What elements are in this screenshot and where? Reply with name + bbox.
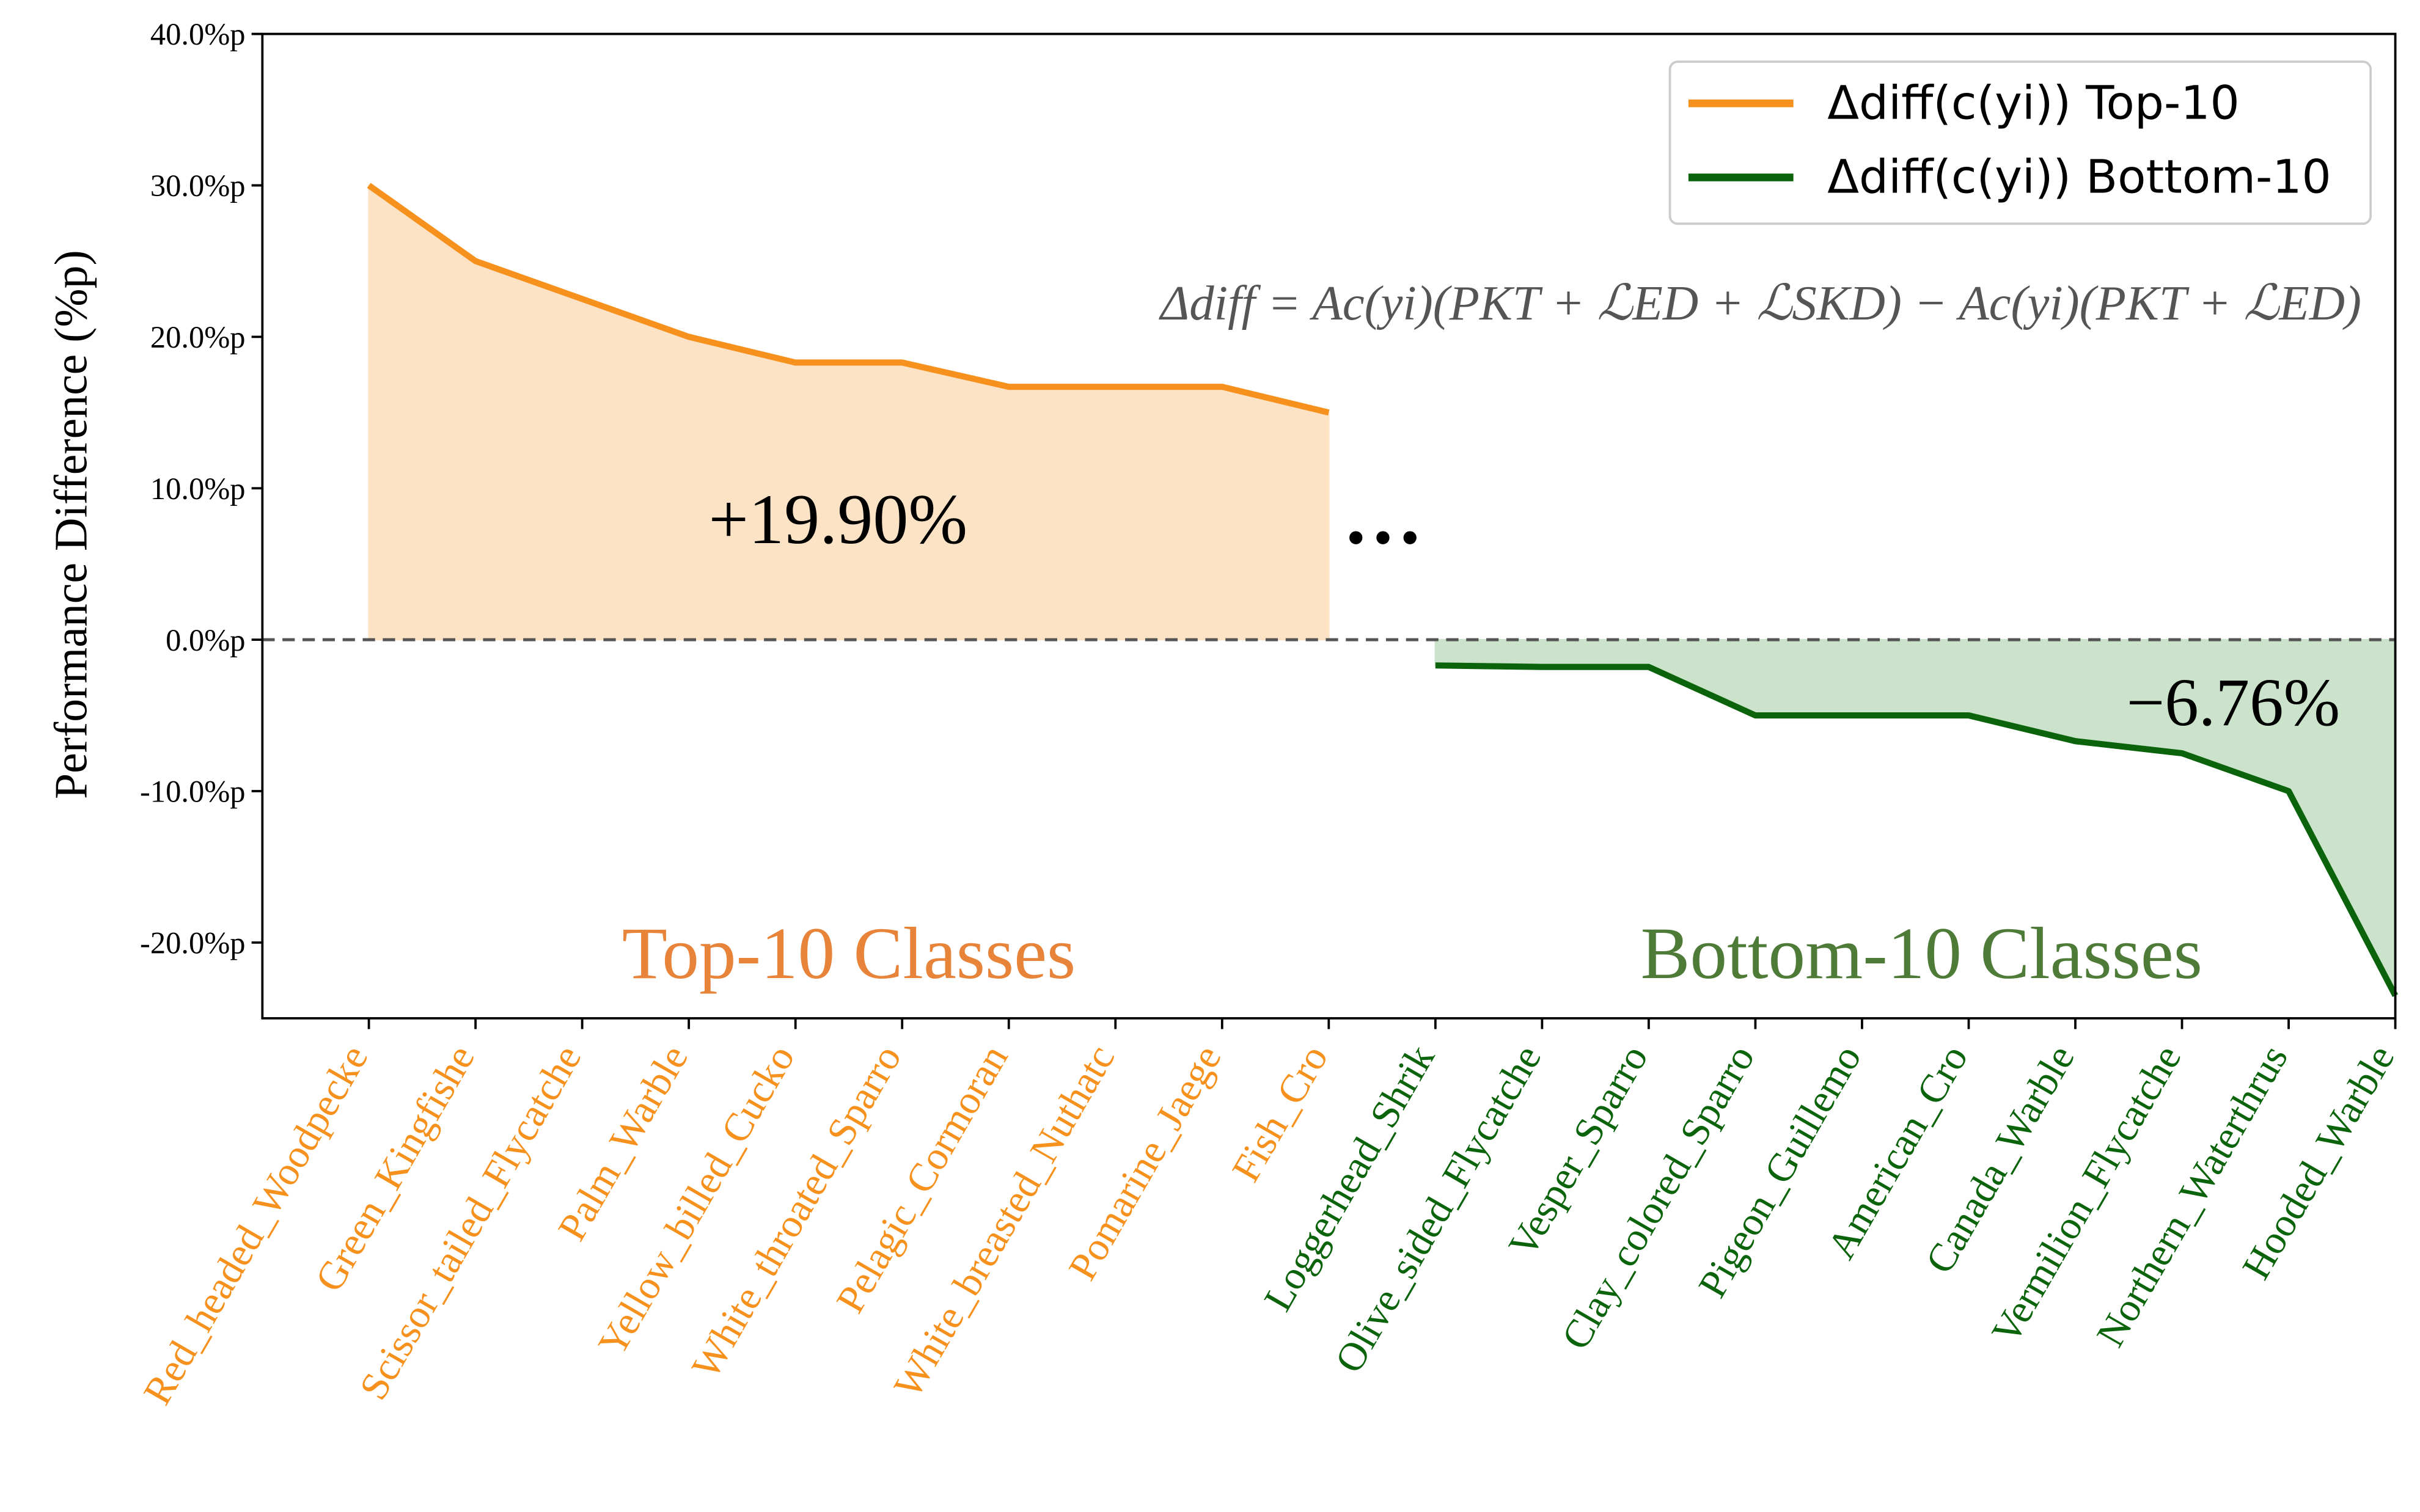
x-tick-label: Northern_Waterthrus [2088, 1037, 2297, 1354]
y-axis-label: Performance Difference (%p) [45, 250, 97, 799]
y-tick-label: 0.0%p [166, 623, 245, 657]
annotation: −6.76% [2127, 665, 2341, 740]
annotation: Top-10 Classes [622, 913, 1076, 995]
y-tick-label: -20.0%p [140, 926, 246, 960]
x-tick-label: Vermilion_Flycatche [1983, 1037, 2190, 1351]
x-tick-label: Yellow_billed_Cucko [590, 1037, 804, 1363]
annotation: +19.90% [709, 480, 968, 559]
annotation: Bottom-10 Classes [1641, 913, 2202, 995]
x-tick-label: Clay_colored_Sparro [1553, 1037, 1763, 1357]
x-tick-label: Fish_Cro [1223, 1037, 1336, 1189]
y-tick-label: 10.0%p [150, 472, 246, 506]
area [368, 184, 1330, 641]
legend-label: Δdiff(c(yi)) Top-10 [1827, 76, 2240, 130]
line [1435, 662, 2399, 997]
annotation: … [1343, 472, 1423, 561]
x-tick-label: White_throated_Sparro [683, 1037, 910, 1386]
legend-label: Δdiff(c(yi)) Bottom-10 [1827, 150, 2331, 204]
legend-box [1668, 60, 2372, 225]
y-tick-label: 30.0%p [150, 169, 246, 203]
x-tick-label: Olive_sided_Flycatche [1326, 1037, 1550, 1380]
y-tick-label: 40.0%p [150, 17, 246, 51]
y-tick-label: 20.0%p [150, 320, 246, 354]
y-tick-label: -10.0%p [140, 775, 246, 809]
line [367, 183, 1330, 416]
annotation: Δdiff = Ac(yi)(PKT + ℒED + ℒSKD) − Ac(yi… [1159, 276, 2361, 331]
legend: Δdiff(c(yi)) Top-10 Δdiff(c(yi)) Bottom-1… [1668, 60, 2372, 225]
